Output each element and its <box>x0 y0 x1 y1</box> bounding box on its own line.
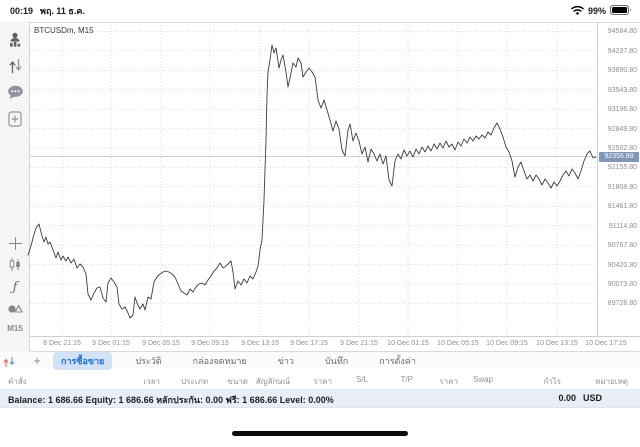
indicators-icon[interactable]: ƒ <box>12 280 18 295</box>
chat-icon[interactable] <box>0 85 30 100</box>
col-volume: ขนาด <box>227 377 248 386</box>
current-price-badge: 92356.88 <box>599 152 639 163</box>
x-tick-label: 9 Dec 09:15 <box>191 340 229 347</box>
chart-sidebar: ƒ M15 <box>0 22 30 352</box>
y-tick-label: 94237.80 <box>607 47 637 55</box>
status-date: พฤ. 11 ธ.ค. <box>40 6 85 16</box>
status-bar: 00:19 พฤ. 11 ธ.ค. 99% <box>0 0 640 22</box>
y-tick-label: 94584.80 <box>607 28 637 36</box>
tab-news[interactable]: ข่าว <box>277 355 294 366</box>
tab-history[interactable]: ประวัติ <box>135 355 162 366</box>
tab-settings[interactable]: การตั้งค่า <box>379 355 416 366</box>
x-tick-label: 10 Dec 13:15 <box>536 340 578 347</box>
y-tick-label: 93196.80 <box>607 106 637 114</box>
y-tick-label: 90767.80 <box>607 242 637 250</box>
col-sl: S/L <box>355 375 368 384</box>
x-tick-label: 9 Dec 13:15 <box>241 340 279 347</box>
orders-table-header: คำสั่ง เวลา ประเภท ขนาด สัญลักษณ์ ราคา S… <box>0 369 640 389</box>
x-tick-label: 10 Dec 17:15 <box>585 340 627 347</box>
total-profit: 0.00 <box>558 393 576 403</box>
y-tick-label: 92502.80 <box>607 145 637 152</box>
balance-summary: Balance: 1 686.66 Equity: 1 686.66 หลักป… <box>8 395 334 405</box>
add-tab-button[interactable]: + <box>33 352 41 368</box>
price-axis: 94584.80 94237.80 93890.80 93543.80 93196.80… <box>597 22 640 337</box>
y-tick-label: 91808.80 <box>607 183 637 191</box>
account-summary-row[interactable]: Balance: 1 686.66 Equity: 1 686.66 หลักป… <box>0 389 640 408</box>
col-price: ราคา <box>313 377 332 386</box>
x-tick-label: 10 Dec 09:15 <box>486 340 528 347</box>
buy-sell-arrows-icon <box>2 355 16 373</box>
chart-symbol-title: BTCUSDm, M15 <box>34 26 94 35</box>
clock: 00:19 <box>10 6 34 16</box>
y-tick-label: 89726.80 <box>607 300 637 308</box>
y-tick-label: 91114.80 <box>608 222 637 230</box>
col-comment: หมายเหตุ <box>595 377 628 386</box>
x-tick-label: 9 Dec 05:15 <box>142 340 180 347</box>
y-tick-label: 90073.80 <box>607 281 637 289</box>
col-price2: ราคา <box>439 377 458 386</box>
x-tick-label: 10 Dec 01:15 <box>387 340 429 347</box>
x-tick-label: 9 Dec 01:15 <box>92 340 130 347</box>
x-tick-label: 9 Dec 17:15 <box>290 340 328 347</box>
crosshair-icon[interactable] <box>0 236 30 251</box>
wifi-icon <box>571 5 584 17</box>
y-tick-label: 90420.80 <box>607 261 637 269</box>
col-profit: กำไร <box>543 377 561 386</box>
time-axis: 8 Dec 21:15 9 Dec 01:15 9 Dec 05:15 9 Dec 0… <box>0 338 640 352</box>
col-symbol: สัญลักษณ์ <box>255 377 290 386</box>
x-tick-label: 8 Dec 21:15 <box>43 340 81 347</box>
quotes-icon[interactable] <box>0 32 30 47</box>
x-tick-label: 9 Dec 21:15 <box>340 340 378 347</box>
home-indicator[interactable] <box>232 431 408 436</box>
col-time: เวลา <box>143 377 160 386</box>
price-chart[interactable] <box>0 22 640 337</box>
objects-icon[interactable] <box>0 300 30 314</box>
col-swap: Swap <box>472 375 493 384</box>
battery-icon <box>610 5 632 17</box>
col-order: คำสั่ง <box>8 377 27 386</box>
trade-arrows-icon[interactable] <box>0 58 30 74</box>
col-type: ประเภท <box>181 377 208 386</box>
plot-frame <box>30 22 597 337</box>
y-tick-label: 92849.80 <box>607 125 637 133</box>
x-tick-label: 10 Dec 05:15 <box>437 340 479 347</box>
y-tick-label: 93543.80 <box>607 86 637 94</box>
battery-percent: 99% <box>587 6 606 16</box>
tab-trade[interactable]: การซื้อขาย <box>53 351 113 370</box>
tab-mailbox[interactable]: กล่องจดหมาย <box>192 355 247 366</box>
new-order-icon[interactable] <box>0 111 30 127</box>
tab-journal[interactable]: บันทึก <box>324 355 349 366</box>
profit-currency: USD <box>582 393 602 403</box>
chart-region: ƒ M15 BTCUSDm, M15 94584.80 94237.80 93890… <box>0 22 640 352</box>
col-tp: T/P <box>400 375 413 384</box>
timeframe-button[interactable]: M15 <box>7 324 23 333</box>
y-tick-label: 91461.80 <box>607 203 637 211</box>
bottom-tab-bar: + การซื้อขาย ประวัติ กล่องจดหมาย ข่าว บั… <box>0 351 640 370</box>
candlestick-icon[interactable] <box>0 257 30 272</box>
y-tick-label: 93890.80 <box>607 67 637 75</box>
y-tick-label: 92155.80 <box>607 164 637 172</box>
